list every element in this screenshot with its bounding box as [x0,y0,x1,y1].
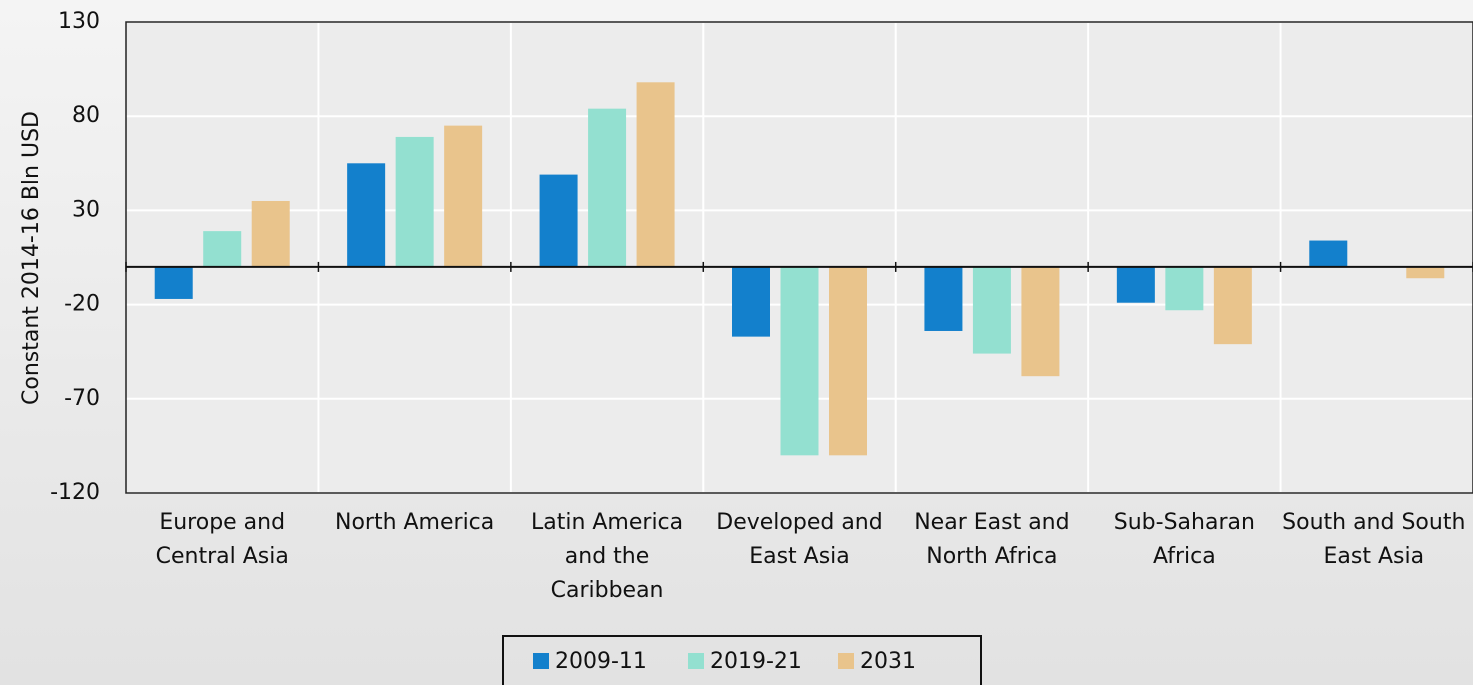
bar [395,136,434,267]
bar [154,266,193,299]
y-tick-label: -120 [50,480,100,505]
legend-swatch [838,653,854,669]
x-tick-label: North America [334,510,495,535]
y-tick-label: 130 [58,9,100,34]
x-tick-label: South and South East Asia [1282,510,1466,569]
bar [636,82,675,267]
legend-label: 2009-11 [555,649,647,674]
bar [539,174,578,267]
y-axis-label: Constant 2014-16 Bln USD [19,111,44,405]
legend-label: 2031 [860,649,916,674]
y-tick-label: 80 [72,103,100,128]
bar [972,266,1011,354]
y-tick-label: -70 [64,386,100,411]
x-tick-label: Europe and Central Asia [155,510,289,569]
bar [347,163,386,267]
bar [780,266,819,456]
bar [924,266,963,331]
legend-swatch [688,653,704,669]
bar [1116,266,1155,303]
bar [1021,266,1060,377]
x-tick-label: Latin America and the Caribbean [530,510,684,603]
legend-swatch [533,653,549,669]
bar [1213,266,1252,345]
bar [1406,266,1445,279]
y-tick-label: 30 [72,197,100,222]
bar [829,266,867,456]
bar [251,200,290,267]
legend-box [502,635,982,685]
y-tick-label: -20 [64,292,100,317]
bar [588,108,627,267]
x-tick-label: Near East and North Africa [914,510,1070,569]
x-tick-label: Sub-Saharan Africa [1113,510,1255,569]
bar [1165,266,1204,311]
bar [1309,240,1348,267]
bar [203,231,242,267]
x-tick-label: Developed and East Asia [716,510,883,569]
plot-border [125,21,1473,494]
bar [444,125,483,267]
legend-label: 2019-21 [710,649,802,674]
bar [732,266,770,337]
